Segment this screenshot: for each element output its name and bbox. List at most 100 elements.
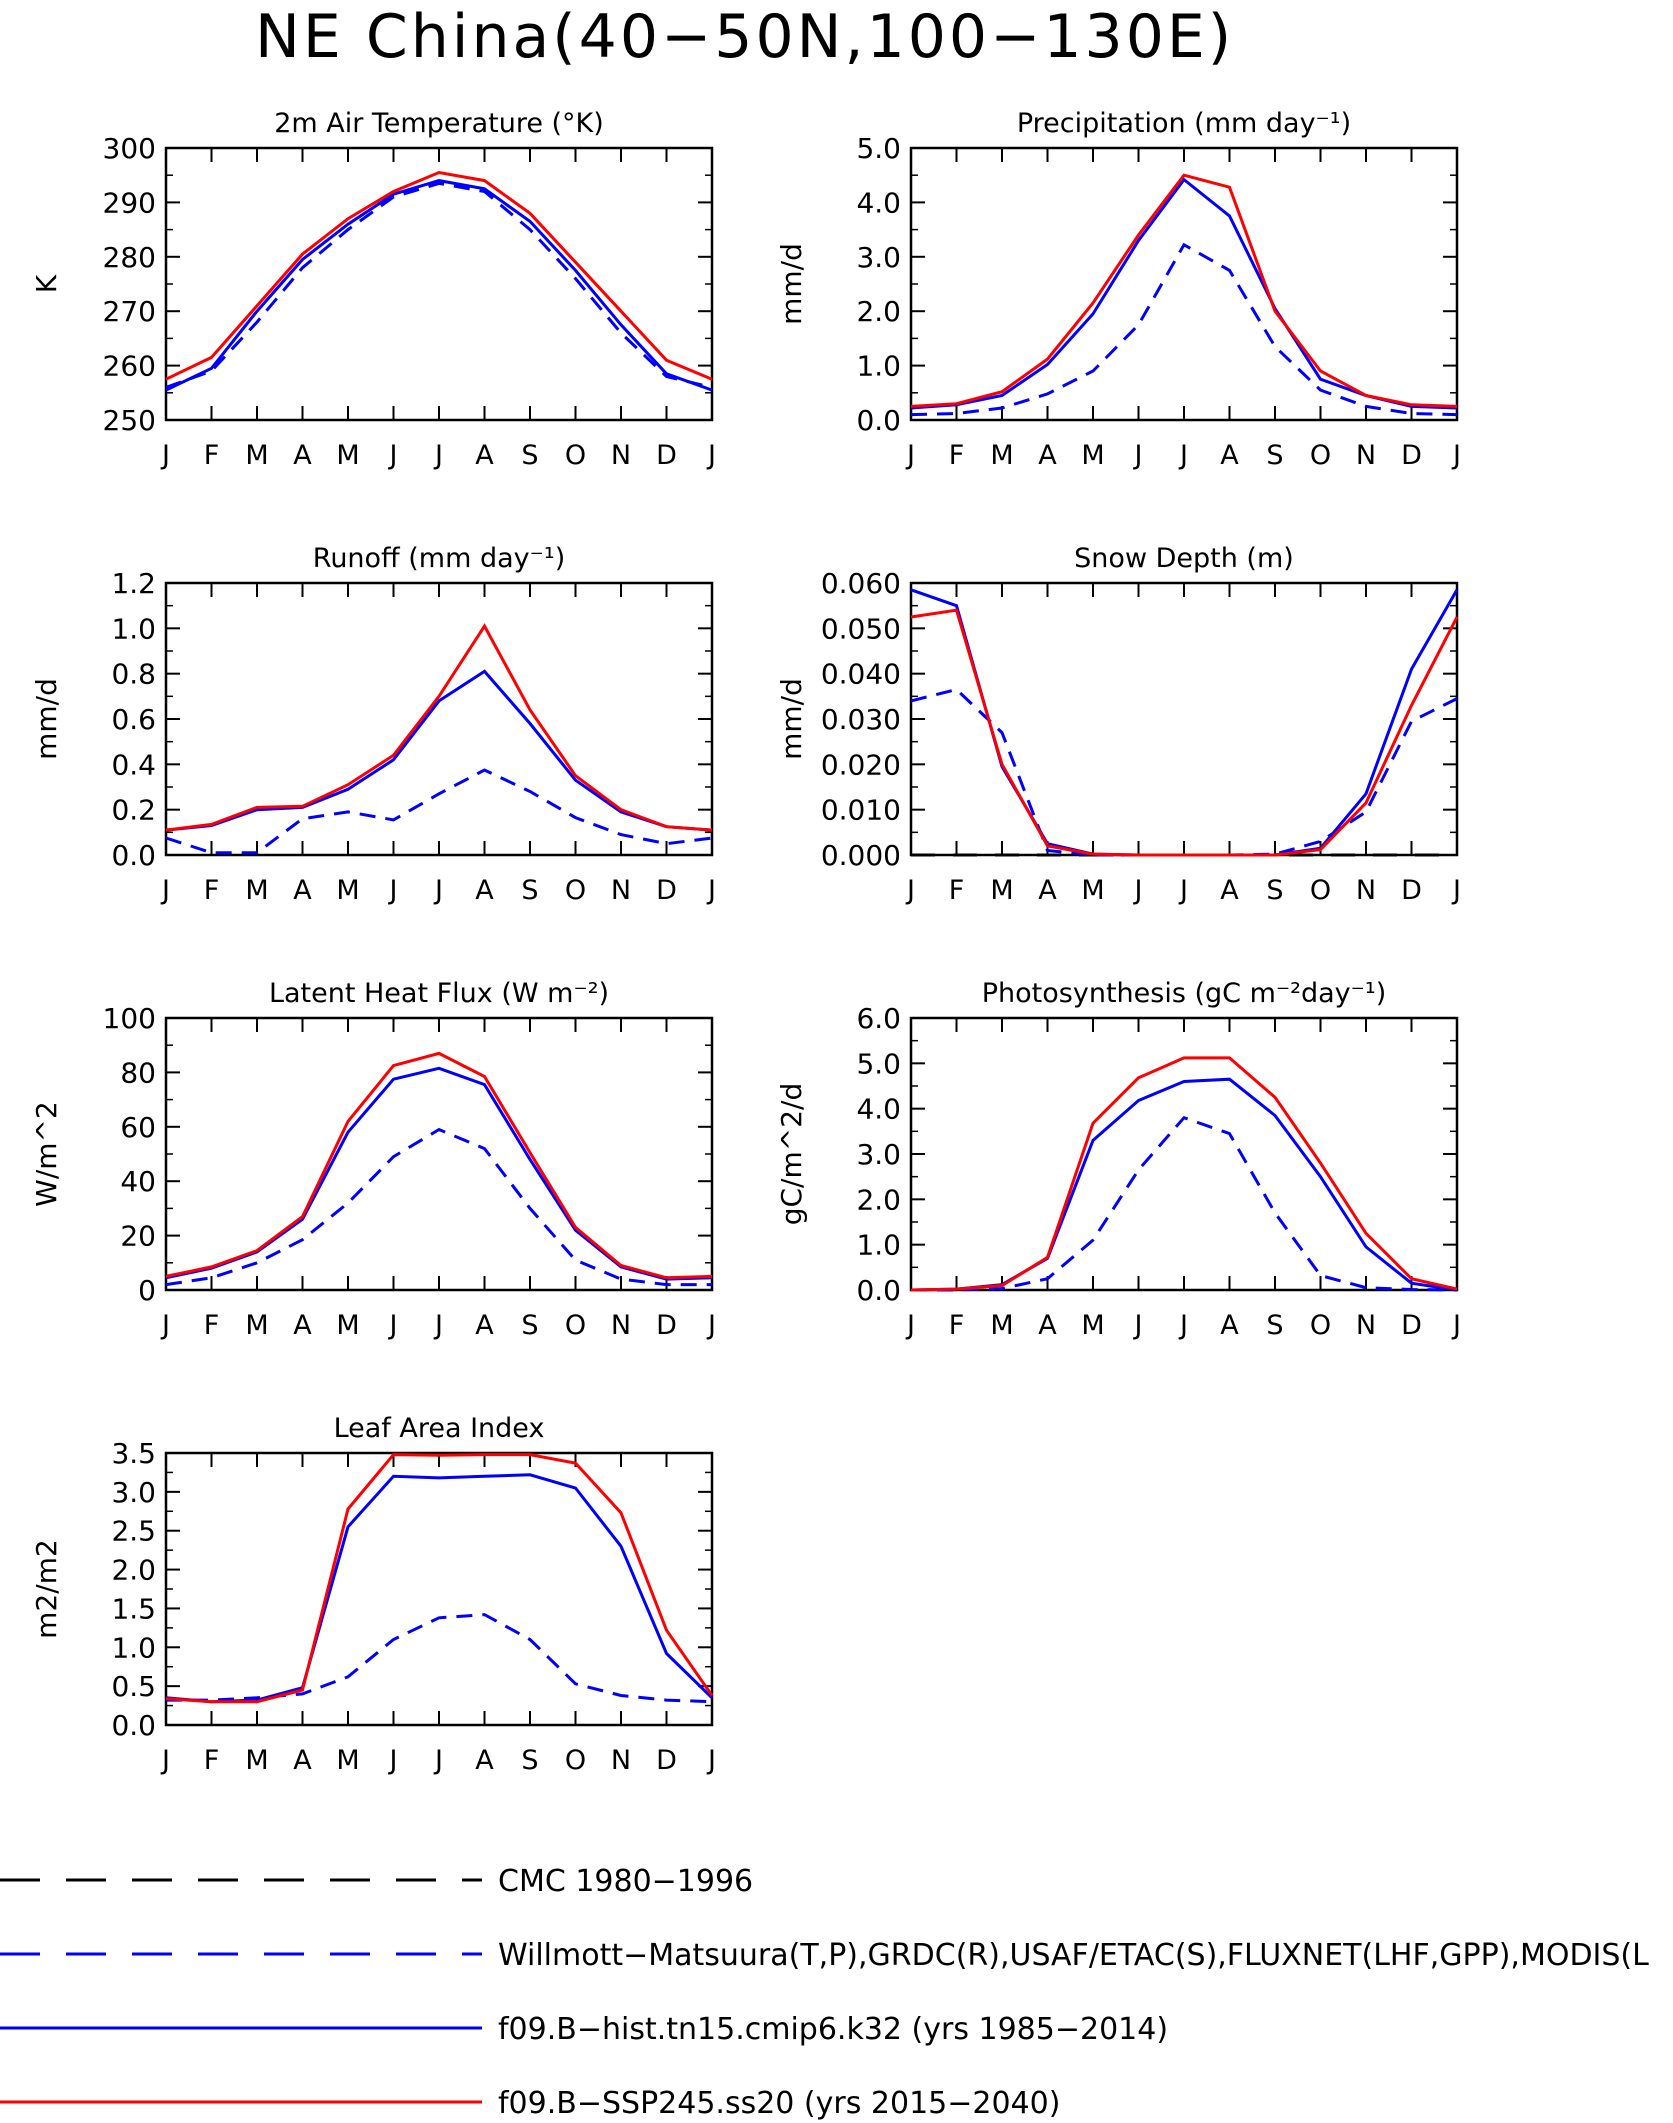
x-tick-label: N [611, 875, 631, 906]
x-tick-label: F [204, 1310, 220, 1341]
x-tick-label: M [245, 440, 268, 471]
x-tick-label: J [706, 440, 716, 471]
x-tick-label: M [336, 1310, 359, 1341]
y-tick-label: 1.5 [111, 1592, 156, 1625]
y-tick-label: 0.0 [856, 404, 901, 437]
y-tick-label: 1.0 [111, 612, 156, 645]
x-tick-label: O [1310, 440, 1331, 471]
x-tick-label: F [204, 1745, 220, 1776]
x-tick-label: S [521, 1745, 538, 1776]
x-tick-label: M [245, 1310, 268, 1341]
x-tick-label: J [1451, 1310, 1461, 1341]
x-tick-label: D [1401, 875, 1422, 906]
y-tick-label: 0.0 [111, 1709, 156, 1742]
y-tick-label: 0.000 [821, 839, 901, 872]
x-tick-label: O [1310, 875, 1331, 906]
x-tick-label: J [160, 440, 170, 471]
chart-title: Latent Heat Flux (W m⁻²) [269, 978, 609, 1009]
series-line-hist [910, 1077, 1458, 1292]
x-tick-label: A [1220, 1310, 1239, 1341]
x-tick-label: J [160, 1310, 170, 1341]
chart-title: Runoff (mm day⁻¹) [313, 543, 565, 574]
x-tick-label: D [656, 1310, 677, 1341]
x-tick-label: A [293, 875, 312, 906]
plot-frame [909, 146, 1459, 422]
y-tick-label: 0.5 [111, 1670, 156, 1703]
plot-frame [909, 581, 1459, 857]
x-tick-label: J [905, 1310, 915, 1341]
x-tick-label: M [1081, 875, 1104, 906]
y-tick-label: 270 [103, 295, 156, 328]
chart-title: Photosynthesis (gC m⁻²day⁻¹) [982, 978, 1386, 1009]
series-line-obs [911, 1115, 1458, 1292]
y-axis-label: mm/d [775, 243, 808, 325]
x-tick-label: N [1356, 1310, 1376, 1341]
chart-title: Precipitation (mm day⁻¹) [1017, 108, 1351, 139]
chart-panel: 2m Air Temperature (°K) 250 260 270 280 290 30… [30, 108, 716, 471]
x-tick-label: D [656, 1745, 677, 1776]
y-tick-label: 0.040 [821, 658, 901, 691]
x-tick-label: D [656, 440, 677, 471]
series-line-obs [165, 181, 713, 389]
y-tick-label: 0.0 [856, 1274, 901, 1307]
y-tick-label: 3.0 [856, 1138, 901, 1171]
legend-label: CMC 1980−1996 [498, 1864, 753, 1899]
series-line-ssp [910, 1056, 1458, 1292]
x-tick-label: J [1133, 440, 1143, 471]
y-tick-label: 0.6 [111, 703, 156, 736]
y-tick-label: 1.0 [856, 1229, 901, 1262]
y-tick-label: 0.0 [111, 839, 156, 872]
legend: CMC 1980−1996 Willmott−Matsuura(T,P),GRDC… [0, 1864, 1649, 2121]
x-tick-label: N [611, 1745, 631, 1776]
series-line-hist [165, 179, 713, 392]
x-tick-label: F [949, 875, 965, 906]
y-axis-label: mm/d [775, 678, 808, 760]
legend-label: Willmott−Matsuura(T,P),GRDC(R),USAF/ETAC… [498, 1938, 1649, 1973]
y-tick-label: 2.0 [856, 1183, 901, 1216]
figure-title: NE China(40−50N,100−130E) [255, 2, 1235, 72]
y-tick-label: 100 [103, 1002, 156, 1035]
x-tick-label: O [565, 875, 586, 906]
y-tick-label: 260 [103, 350, 156, 383]
y-axis-label: gC/m^2/d [775, 1083, 808, 1226]
x-tick-label: A [1038, 875, 1057, 906]
y-tick-label: 290 [103, 186, 156, 219]
x-tick-label: M [336, 1745, 359, 1776]
y-tick-label: 250 [103, 404, 156, 437]
y-tick-label: 0.010 [821, 794, 901, 827]
chart-panel: Precipitation (mm day⁻¹) 0.0 1.0 2.0 3.0 4.0 5… [775, 108, 1461, 471]
x-tick-label: J [388, 1310, 398, 1341]
y-tick-label: 0.4 [111, 748, 156, 781]
legend-label: f09.B−hist.tn15.cmip6.k32 (yrs 1985−2014… [498, 2012, 1168, 2047]
y-axis-label: W/m^2 [30, 1101, 63, 1207]
x-tick-label: J [388, 440, 398, 471]
x-tick-label: O [565, 1310, 586, 1341]
x-tick-label: F [949, 440, 965, 471]
x-tick-label: A [475, 875, 494, 906]
series-line-ssp [910, 173, 1458, 408]
x-tick-label: M [245, 875, 268, 906]
y-tick-label: 0.2 [111, 794, 156, 827]
y-axis-label: K [30, 274, 63, 293]
chart-panel: Photosynthesis (gC m⁻²day⁻¹) 0.0 1.0 2.0 3.0… [775, 978, 1461, 1341]
x-tick-label: F [949, 1310, 965, 1341]
y-tick-label: 0.060 [821, 567, 901, 600]
y-tick-label: 0.030 [821, 703, 901, 736]
series-line-ssp [165, 1453, 714, 1704]
x-tick-label: O [565, 440, 586, 471]
x-tick-label: J [706, 1745, 716, 1776]
x-tick-label: M [336, 440, 359, 471]
x-tick-label: D [1401, 1310, 1422, 1341]
y-tick-label: 1.0 [111, 1631, 156, 1664]
y-tick-label: 300 [103, 132, 156, 165]
x-tick-label: J [1178, 875, 1188, 906]
x-tick-label: F [204, 875, 220, 906]
y-tick-label: 2.5 [111, 1515, 156, 1548]
series-line-ssp [165, 170, 713, 381]
x-tick-label: J [433, 875, 443, 906]
y-tick-label: 4.0 [856, 186, 901, 219]
x-tick-label: N [1356, 440, 1376, 471]
y-tick-label: 20 [120, 1220, 156, 1253]
series-line-obs [166, 1613, 713, 1704]
y-tick-label: 0.8 [111, 658, 156, 691]
